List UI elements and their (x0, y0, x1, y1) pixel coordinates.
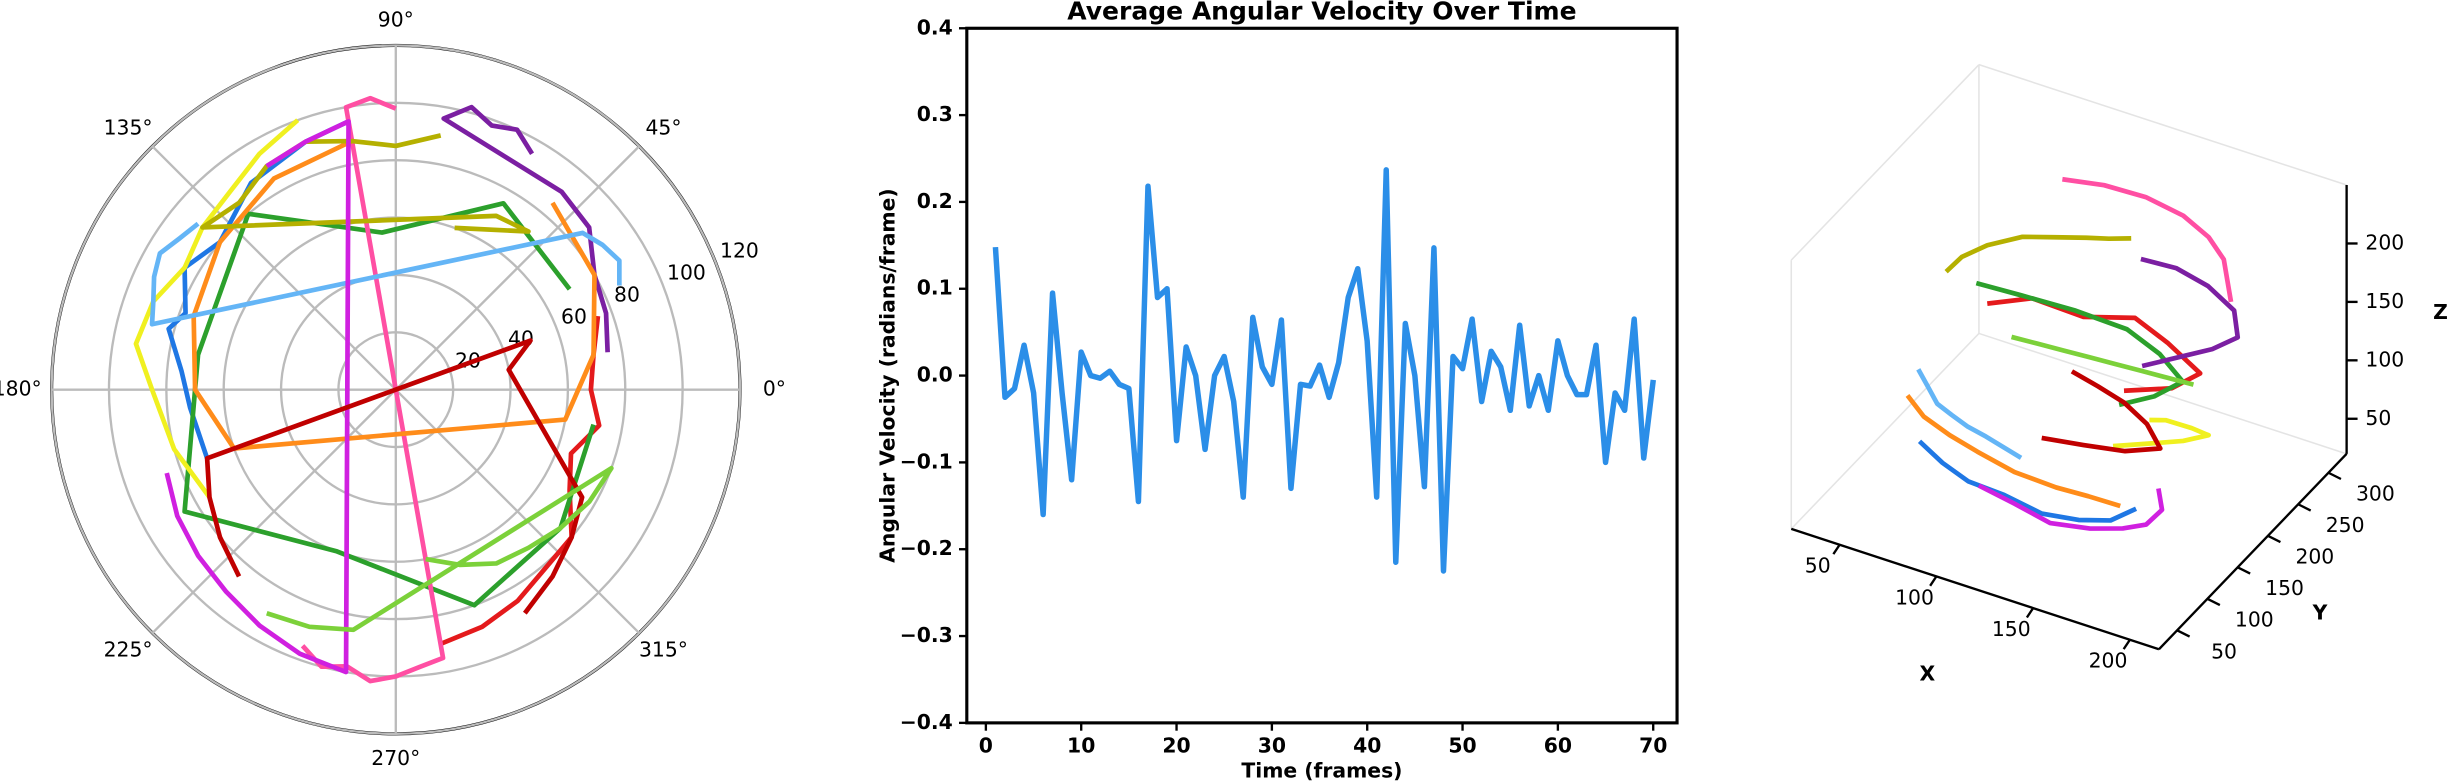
theta-tick-label: 45° (645, 116, 681, 140)
theta-tick-label: 0° (763, 377, 786, 401)
x-tick-label: 40 (1353, 733, 1381, 757)
r-tick-label: 80 (614, 283, 640, 307)
axis-line (2158, 453, 2348, 651)
trajectory-3d (2112, 417, 2211, 449)
trajectory-3d (1977, 483, 2165, 531)
x-tick-label: 10 (1067, 733, 1095, 757)
x-axis-label: Time (frames) (1241, 758, 1402, 782)
x-tick (1832, 544, 1841, 555)
pane-edge (1978, 63, 2347, 186)
trajectory-3d (2062, 176, 2234, 303)
y-tick (2327, 471, 2342, 481)
y-tick (2176, 629, 2191, 638)
x-tick-label: 0 (979, 733, 993, 757)
trajectory (149, 221, 622, 327)
trajectory-3d (1917, 439, 2138, 523)
trajectory-3d (2010, 334, 2195, 387)
y-tick-label: 200 (2295, 545, 2334, 569)
z-tick-label: 200 (2365, 230, 2404, 254)
y-tick (2206, 597, 2221, 607)
r-tick-label: 120 (720, 239, 759, 263)
chart-title: Average Angular Velocity Over Time (1067, 0, 1576, 26)
trajectory (164, 119, 351, 675)
theta-grid-line (151, 388, 397, 634)
x-tick-label: 50 (1448, 733, 1476, 757)
theta-tick-label: 180° (0, 377, 42, 401)
x-tick-label: 20 (1162, 733, 1190, 757)
trajectory (200, 133, 531, 234)
y-tick-label: −0.1 (900, 449, 953, 473)
theta-grid-line (394, 145, 640, 391)
y-tick-label: 0.4 (917, 15, 953, 39)
theta-tick-label: 90° (378, 7, 414, 31)
x-tick-label: 60 (1544, 733, 1572, 757)
trajectory-3d (1944, 234, 2132, 274)
y-tick (2267, 534, 2281, 544)
x-tick (1929, 575, 1938, 587)
x-tick (2122, 639, 2131, 650)
y-tick-label: 50 (2211, 639, 2237, 663)
y-tick-label: 0.2 (917, 189, 953, 213)
y-tick-label: 250 (2326, 513, 2365, 537)
y-axis-label: Y (2312, 600, 2328, 624)
y-tick-label: 0.0 (917, 363, 953, 387)
trajectory (441, 104, 610, 353)
velocity-line (992, 167, 1656, 574)
z-axis-label: Z (2433, 300, 2448, 324)
trajectory (266, 465, 614, 633)
y-tick-label: −0.2 (900, 536, 953, 560)
x-tick-label: 150 (1992, 617, 2031, 641)
y-tick-label: 300 (2356, 482, 2395, 506)
x-tick (2025, 607, 2035, 619)
trajectory (166, 119, 350, 460)
theta-tick-label: 270° (371, 746, 420, 770)
theta-grid-line (151, 145, 397, 391)
x-tick-label: 100 (1895, 585, 1934, 609)
y-tick-label: −0.3 (900, 623, 953, 647)
y-axis-label: Angular Velocity (radians/frame) (876, 188, 900, 563)
z-tick-label: 100 (2365, 347, 2404, 371)
trajectory (204, 338, 585, 615)
theta-tick-label: 315° (639, 638, 688, 662)
z-tick-label: 150 (2365, 289, 2404, 313)
trajectory-3d (1916, 368, 2023, 460)
trajectory-3d (1975, 280, 2186, 408)
trajectory (133, 118, 300, 499)
x-tick-label: 50 (1805, 554, 1831, 578)
theta-tick-label: 135° (104, 116, 153, 140)
theta-tick-label: 225° (104, 638, 153, 662)
y-tick-label: 0.1 (917, 276, 953, 300)
x-tick-label: 30 (1258, 733, 1286, 757)
y-tick (2237, 566, 2251, 575)
x-tick-label: 70 (1639, 733, 1667, 757)
trajectory (439, 315, 602, 647)
trajectory-3d (2140, 256, 2241, 369)
y-tick-label: −0.4 (900, 710, 953, 734)
axis-line (1790, 527, 2160, 651)
y-tick-label: 0.3 (917, 102, 953, 126)
trajectory-3d (1905, 394, 2121, 509)
r-tick-label: 60 (561, 305, 587, 329)
z-tick-label: 50 (2365, 406, 2391, 430)
pane-edge (1790, 332, 1980, 530)
y-tick-label: 150 (2265, 576, 2304, 600)
trajectory-3d (2041, 369, 2163, 454)
y-tick (2297, 503, 2312, 512)
pane-edge (1790, 64, 1980, 261)
trajectory (191, 138, 597, 451)
y-tick-label: 100 (2235, 608, 2274, 632)
r-tick-label: 100 (667, 261, 706, 285)
x-axis-label: X (1920, 661, 1936, 685)
x-tick-label: 200 (2089, 649, 2128, 673)
